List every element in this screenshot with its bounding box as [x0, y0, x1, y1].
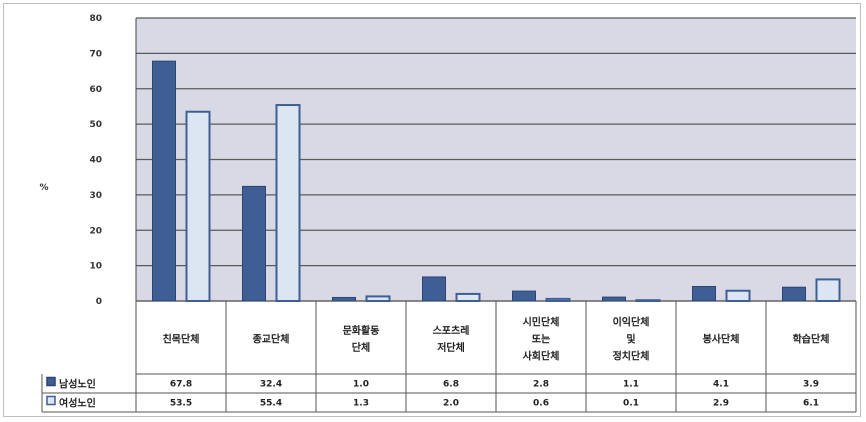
data-value: 0.6	[533, 399, 549, 409]
bar-male	[602, 296, 626, 302]
bar-male	[782, 286, 806, 302]
bar-male	[332, 296, 356, 302]
category-label: 저단체	[437, 341, 465, 354]
category-label: 또는	[532, 334, 550, 346]
category-label: 및	[626, 334, 635, 346]
legend-swatch-female	[46, 395, 56, 406]
data-value: 6.8	[443, 380, 459, 390]
bar-female	[635, 299, 661, 303]
category-label: 봉사단체	[703, 333, 740, 346]
data-value: 2.0	[443, 399, 459, 409]
bar-male	[692, 285, 716, 302]
bar-female	[365, 295, 391, 302]
y-tick-label: 60	[89, 85, 102, 95]
y-tick-label: 40	[89, 156, 102, 166]
y-tick-label: 80	[89, 14, 102, 24]
data-value: 55.4	[260, 399, 282, 409]
bar-female	[275, 104, 301, 302]
category-label: 단체	[352, 341, 370, 354]
bar-female	[545, 297, 571, 303]
data-value: 2.8	[533, 380, 549, 390]
bar-female	[185, 110, 211, 303]
data-value: 0.1	[623, 399, 639, 409]
category-label: 시민단체	[523, 316, 560, 329]
data-value: 6.1	[803, 399, 819, 409]
y-tick-label: 20	[89, 226, 102, 236]
bar-male	[242, 185, 266, 302]
category-label: 스포츠레	[433, 324, 470, 337]
data-value: 3.9	[803, 380, 819, 390]
legend-label: 여성노인	[59, 397, 96, 410]
y-tick-label: 0	[96, 297, 102, 307]
data-value: 53.5	[170, 399, 192, 409]
category-label: 이익단체	[613, 316, 650, 329]
bar-male	[422, 276, 446, 302]
data-value: 2.9	[713, 399, 729, 409]
data-value: 1.0	[353, 380, 369, 390]
data-value: 32.4	[260, 380, 282, 390]
y-tick-label: 70	[89, 49, 102, 59]
y-tick-label: 50	[89, 120, 102, 130]
y-axis-label: %	[39, 183, 48, 193]
category-label: 친목단체	[163, 333, 200, 346]
data-value: 4.1	[713, 380, 729, 390]
legend-swatch-male	[46, 376, 56, 387]
category-label: 정치단체	[613, 350, 650, 363]
y-tick-label: 10	[89, 262, 102, 272]
category-label: 종교단체	[253, 333, 290, 346]
data-value: 67.8	[170, 380, 192, 390]
category-label: 사회단체	[523, 350, 560, 363]
bar-female	[455, 292, 481, 302]
legend-label: 남성노인	[59, 378, 96, 391]
data-value: 1.1	[623, 380, 639, 390]
bar-female	[815, 278, 841, 303]
bar-male	[512, 290, 536, 302]
data-value: 1.3	[353, 399, 369, 409]
y-tick-label: 30	[89, 191, 102, 201]
category-label: 문화활동	[343, 324, 380, 337]
category-label: 학습단체	[793, 333, 830, 346]
bar-female	[725, 289, 751, 302]
bar-male	[152, 60, 176, 302]
